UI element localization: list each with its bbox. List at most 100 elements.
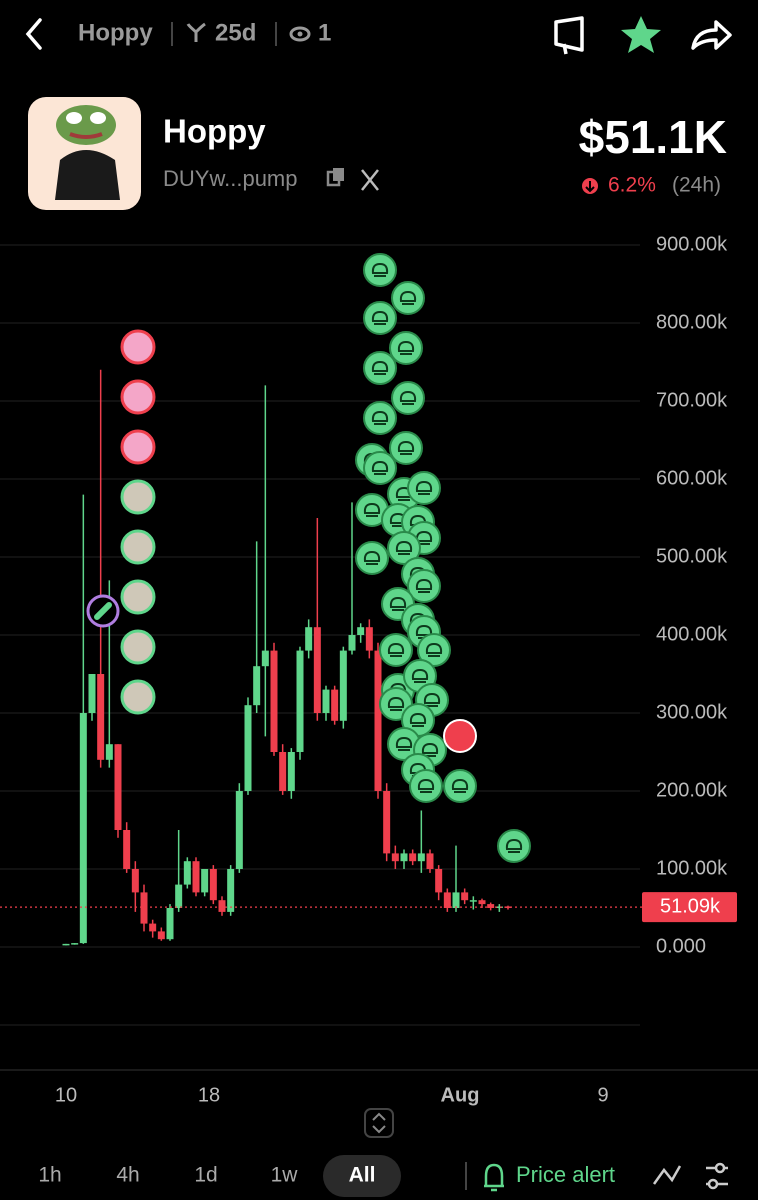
trade-marker-icon: [371, 360, 389, 375]
candle-body: [435, 869, 443, 893]
candle-body: [452, 892, 460, 908]
share-icon[interactable]: [691, 20, 732, 50]
change-period: (24h): [672, 174, 721, 197]
trade-marker: [120, 579, 156, 615]
candle-body: [504, 906, 512, 908]
trade-marker-icon: [387, 642, 405, 657]
price-chart: 0.000 100.00k 200.00k 300.00k 400.00k 500.00k…: [0, 233, 737, 1106]
candle-body: [209, 869, 217, 901]
trade-marker: [120, 529, 156, 565]
trade-marker-icon: [395, 540, 413, 555]
candle-body: [348, 635, 356, 651]
candle-body: [157, 931, 165, 940]
bell-icon[interactable]: [484, 1163, 504, 1192]
candle-body: [469, 900, 477, 902]
trade-marker: [497, 829, 531, 863]
trade-marker-icon: [399, 290, 417, 305]
price-alert[interactable]: Price alert: [516, 1162, 615, 1187]
settings-knob[interactable]: [714, 1162, 726, 1174]
trade-marker-icon: [387, 696, 405, 711]
x-link[interactable]: [361, 169, 379, 191]
candle-body: [270, 650, 278, 752]
x-tick-label: Aug: [441, 1084, 480, 1106]
candle-body: [417, 853, 425, 862]
timeframe-option[interactable]: 4h: [116, 1164, 139, 1187]
candle-body: [97, 674, 105, 760]
back-button[interactable]: [25, 18, 42, 50]
age: 25d: [215, 19, 256, 46]
trade-marker: [391, 281, 425, 315]
timeframe-bar: 1h 4h 1d 1w All: [38, 1164, 375, 1187]
trade-marker-icon: [371, 410, 389, 425]
eye-icon: [289, 26, 311, 42]
timeframe-option[interactable]: All: [349, 1164, 376, 1187]
trade-marker: [120, 629, 156, 665]
trade-marker: [120, 379, 156, 415]
avatar-mouth: [69, 132, 103, 139]
trade-marker-icon: [415, 578, 433, 593]
candle-body: [175, 884, 183, 908]
trade-marker-icon: [395, 736, 413, 751]
candle-body: [313, 627, 321, 713]
candle-body: [183, 861, 191, 885]
chat-icon[interactable]: [554, 16, 584, 55]
candle-body: [409, 853, 417, 862]
candle-body: [296, 650, 304, 752]
line-chart-icon[interactable]: [652, 1165, 682, 1185]
favorite-star[interactable]: [621, 16, 661, 53]
trade-marker: [120, 479, 156, 515]
token-address: DUYw...pump: [163, 166, 298, 191]
candle-body: [400, 853, 408, 862]
trade-marker: [363, 301, 397, 335]
y-tick-label: 300.00k: [656, 701, 728, 723]
trade-marker-icon: [399, 390, 417, 405]
trade-marker: [407, 471, 441, 505]
trade-marker-icon: [371, 310, 389, 325]
trade-marker: [363, 351, 397, 385]
candle-body: [365, 627, 373, 651]
trade-marker-icon: [371, 460, 389, 475]
candle-body: [487, 904, 495, 908]
trade-marker-icon: [423, 692, 441, 707]
candle-body: [114, 744, 122, 830]
pill-icon: [94, 602, 112, 620]
candle-body: [391, 853, 399, 862]
trade-marker: [355, 541, 389, 575]
candle-body: [218, 900, 226, 912]
candle-body: [261, 650, 269, 667]
candle-body: [88, 674, 96, 713]
trade-marker-icon: [417, 778, 435, 793]
candle-body: [495, 906, 503, 908]
timeframe-option[interactable]: 1w: [271, 1164, 299, 1187]
candle-body: [331, 689, 339, 721]
y-tick-label: 600.00k: [656, 467, 728, 489]
trade-marker-icon: [415, 480, 433, 495]
candle-body: [339, 650, 347, 721]
timeframe-option[interactable]: 1d: [194, 1164, 217, 1187]
trade-marker: [391, 381, 425, 415]
trade-marker: [443, 719, 477, 753]
candle-body: [322, 689, 330, 713]
candle-body: [305, 627, 313, 651]
trade-marker-icon: [363, 550, 381, 565]
candle-body: [79, 713, 87, 944]
candle-body: [357, 627, 365, 635]
trade-marker-icon: [363, 502, 381, 517]
candle-body: [71, 943, 79, 945]
timeframe-option[interactable]: 1h: [38, 1164, 61, 1187]
trade-marker: [407, 569, 441, 603]
trade-marker: [389, 331, 423, 365]
trade-marker-icon: [505, 838, 523, 853]
settings-knob[interactable]: [707, 1178, 719, 1190]
copy-icon-back[interactable]: [333, 168, 344, 181]
trade-marker-icon: [451, 778, 469, 793]
trade-marker: [363, 451, 397, 485]
nav-token: Hoppy: [78, 19, 153, 46]
expand-icon[interactable]: [372, 1112, 386, 1134]
expand-button[interactable]: [364, 1108, 394, 1138]
token-price: $51.1K: [579, 111, 727, 163]
candle-body: [244, 705, 252, 791]
candle-body: [443, 892, 451, 908]
candle-body: [279, 752, 287, 791]
